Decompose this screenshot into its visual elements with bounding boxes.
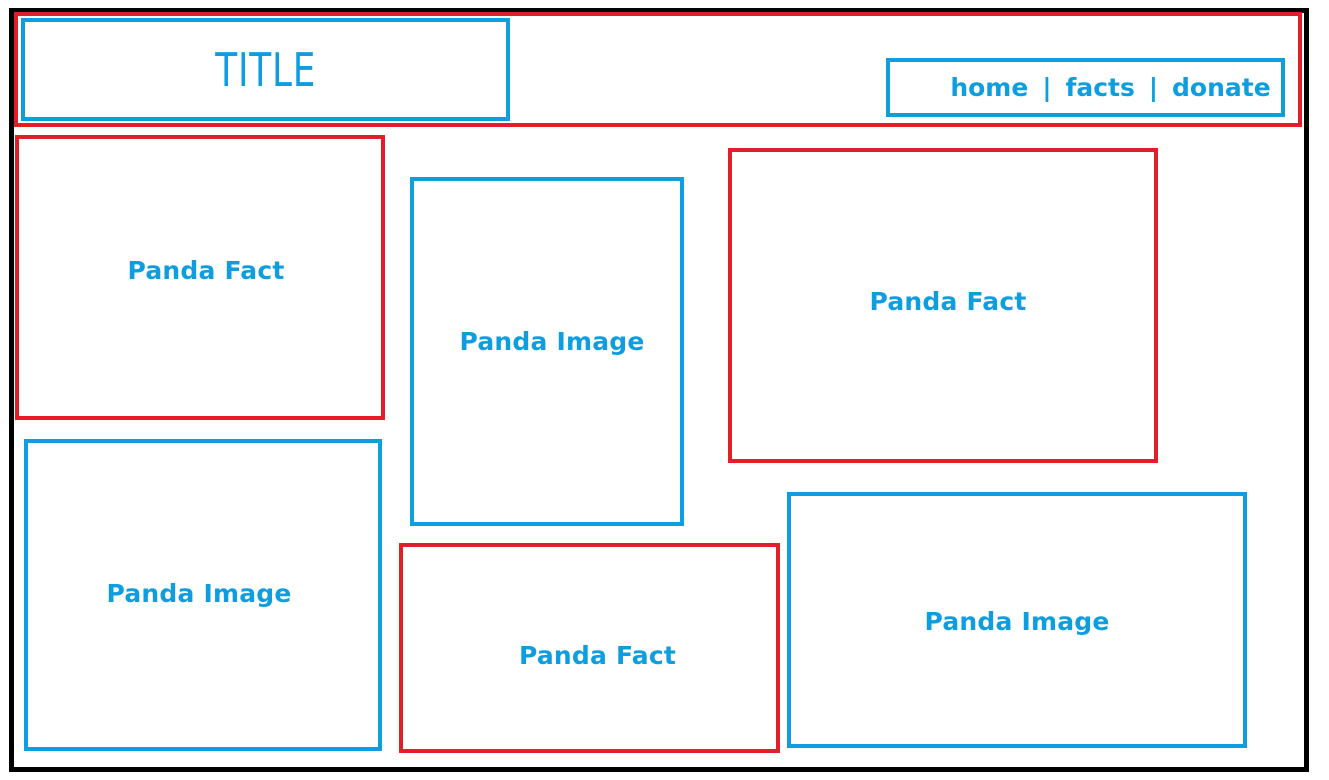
header-container: [14, 12, 1302, 127]
card-label: Panda Image: [106, 578, 292, 608]
nav-link-home[interactable]: home: [950, 73, 1029, 102]
nav-box: home | facts | donate: [886, 58, 1285, 117]
panda-image-card: Panda Image: [410, 177, 684, 526]
panda-fact-card: Panda Fact: [728, 148, 1158, 463]
nav-link-donate[interactable]: donate: [1172, 73, 1271, 102]
card-label: Panda Fact: [127, 256, 285, 285]
card-label: Panda Fact: [869, 287, 1027, 316]
title-box: TITLE: [21, 18, 510, 121]
card-label: Panda Image: [459, 327, 645, 356]
card-label: Panda Fact: [518, 640, 677, 670]
panda-image-card: Panda Image: [24, 439, 382, 751]
card-label: Panda Image: [924, 606, 1110, 636]
nav-separator: |: [1042, 73, 1052, 102]
page-frame: [9, 8, 1309, 772]
nav-link-facts[interactable]: facts: [1065, 73, 1135, 102]
panda-image-card: Panda Image: [787, 492, 1247, 748]
nav-bar: home | facts | donate: [950, 73, 1270, 102]
nav-separator: |: [1148, 73, 1158, 102]
page-title: TITLE: [215, 42, 316, 97]
panda-fact-card: Panda Fact: [15, 135, 385, 420]
panda-fact-card: Panda Fact: [399, 543, 780, 753]
